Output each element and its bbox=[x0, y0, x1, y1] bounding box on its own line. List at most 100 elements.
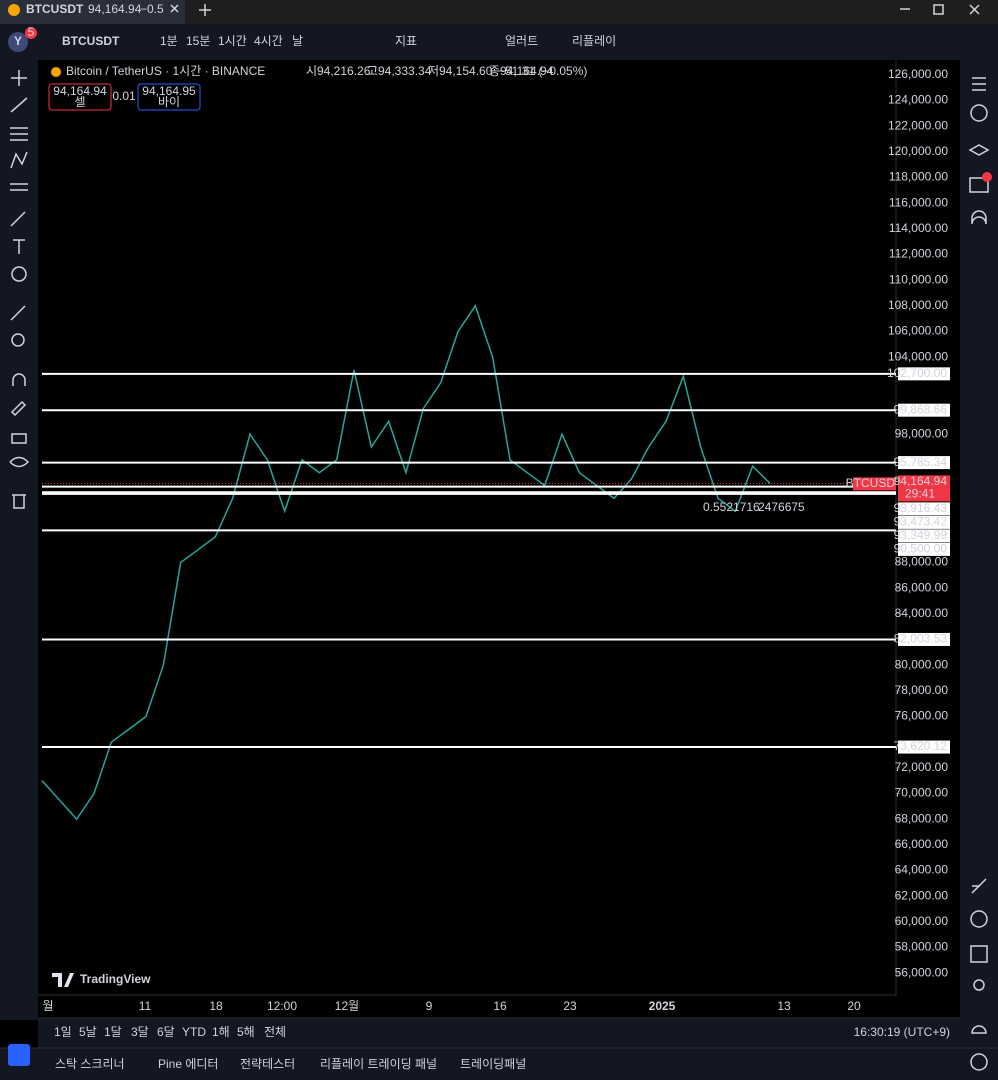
y-tick-label: 62,000.00 bbox=[895, 888, 949, 902]
y-tick-label: 64,000.00 bbox=[895, 863, 949, 877]
avatar-badge-count: 5 bbox=[28, 25, 35, 39]
y-tick-label: 68,000.00 bbox=[895, 811, 949, 825]
drawing-tools[interactable] bbox=[9, 70, 30, 509]
buy-price: 94,164.95 bbox=[142, 84, 196, 98]
range-button[interactable]: 6달 bbox=[157, 1025, 175, 1039]
avatar-badge bbox=[25, 27, 37, 39]
range-button[interactable]: 1일 bbox=[54, 1025, 72, 1039]
range-button[interactable]: 전체 bbox=[264, 1025, 286, 1039]
sidebar-icons[interactable] bbox=[968, 77, 990, 1071]
y-tick-label: 86,000.00 bbox=[895, 580, 949, 594]
interval-button[interactable]: 4시간 bbox=[254, 34, 283, 48]
y-tick-label: 118,000.00 bbox=[889, 170, 948, 184]
y-tick-label: 66,000.00 bbox=[895, 837, 949, 851]
y-tick-label: 58,000.00 bbox=[895, 940, 949, 954]
level-label-box bbox=[898, 740, 950, 754]
panel-tab[interactable]: 리플레이 트레이딩 패널 bbox=[320, 1057, 437, 1071]
x-tick-label: 2025 bbox=[649, 999, 676, 1013]
notification-badge bbox=[982, 172, 992, 182]
y-tick-label: 70,000.00 bbox=[895, 786, 949, 800]
clock: 16:30:19 (UTC+9) bbox=[854, 1025, 950, 1039]
interval-button[interactable]: 1분 bbox=[160, 34, 178, 48]
watermark-logo bbox=[52, 973, 74, 987]
watchlist-button[interactable] bbox=[8, 1044, 30, 1066]
range-button[interactable]: 1해 bbox=[212, 1025, 230, 1039]
panel-tab[interactable]: Pine 에디터 bbox=[158, 1057, 218, 1071]
current-price-box bbox=[898, 475, 950, 502]
sell-label: 셀 bbox=[74, 95, 85, 109]
level-label: 90,500.00 bbox=[894, 542, 948, 556]
tab-buttons[interactable] bbox=[170, 4, 211, 16]
level-label: 93,916.43 bbox=[894, 501, 948, 515]
panel-tab[interactable]: 트레이딩패널 bbox=[460, 1057, 526, 1071]
fib-label: 0.5521716 bbox=[703, 500, 760, 514]
x-tick-label: 13 bbox=[777, 999, 791, 1013]
right-sidebar bbox=[960, 60, 998, 1080]
range-button[interactable]: 5해 bbox=[237, 1025, 255, 1039]
x-tick-label: 12월 bbox=[335, 999, 359, 1013]
y-tick-label: 110,000.00 bbox=[889, 272, 948, 286]
interval-button[interactable]: 15분 bbox=[186, 34, 210, 48]
x-tick-label: 20 bbox=[847, 999, 861, 1013]
tab-icon bbox=[8, 4, 20, 16]
current-price-label: 94,164.94 bbox=[894, 474, 948, 488]
window-controls[interactable] bbox=[900, 4, 980, 15]
x-tick-label: 월 bbox=[42, 999, 53, 1013]
level-label: 95,785.34 bbox=[894, 455, 948, 469]
y-tick-label: 80,000.00 bbox=[895, 657, 949, 671]
level-label-box bbox=[898, 502, 950, 516]
symbol-logo bbox=[51, 67, 61, 77]
x-tick-label: 11 bbox=[139, 999, 152, 1013]
buy-button[interactable] bbox=[137, 83, 201, 111]
symbol-label-box bbox=[853, 477, 896, 491]
buy-label: 바이 bbox=[158, 95, 180, 109]
browser-tab[interactable] bbox=[0, 0, 185, 24]
interval-button[interactable]: 날 bbox=[292, 34, 303, 48]
y-tick-label: 112,000.00 bbox=[889, 247, 948, 261]
sell-price: 94,164.94 bbox=[53, 84, 107, 98]
level-label: 93,473.42 bbox=[894, 515, 948, 529]
x-tick-label: 12:00 bbox=[267, 999, 297, 1013]
y-tick-label: 104,000.00 bbox=[888, 349, 948, 363]
level-label-box bbox=[898, 367, 950, 381]
range-button[interactable]: 1달 bbox=[104, 1025, 122, 1039]
panel-tab[interactable]: 전략테스터 bbox=[240, 1057, 295, 1071]
level-label-box bbox=[898, 529, 950, 543]
range-button[interactable]: 5날 bbox=[79, 1025, 97, 1039]
x-tick-label: 16 bbox=[493, 999, 507, 1013]
range-button[interactable]: YTD bbox=[182, 1025, 206, 1039]
interval-button[interactable]: 1시간 bbox=[218, 34, 247, 48]
range-bar bbox=[38, 1018, 960, 1048]
x-tick-label: 9 bbox=[426, 999, 433, 1013]
left-toolbar bbox=[0, 60, 38, 1020]
sell-button[interactable] bbox=[48, 83, 112, 111]
indicators-button[interactable]: 지표 bbox=[395, 34, 417, 48]
ohlc-label: 고 bbox=[367, 64, 378, 78]
y-tick-label: 60,000.00 bbox=[895, 914, 949, 928]
ohlc-value: 94,216.26 bbox=[317, 64, 371, 78]
level-label: 99,868.66 bbox=[894, 402, 948, 416]
avatar[interactable] bbox=[8, 32, 28, 52]
y-tick-label: 106,000.00 bbox=[888, 324, 948, 338]
symbol-search[interactable]: BTCUSDT bbox=[62, 34, 120, 48]
tab-symbol: BTCUSDT bbox=[26, 2, 84, 16]
y-tick-label: 122,000.00 bbox=[888, 118, 948, 132]
price-line bbox=[41, 304, 771, 821]
y-tick-label: 84,000.00 bbox=[895, 606, 949, 620]
avatar-letter: Y bbox=[14, 34, 22, 48]
countdown-label: 29:41 bbox=[905, 487, 935, 501]
range-button[interactable]: 3달 bbox=[131, 1025, 149, 1039]
fib-label: 2476675 bbox=[758, 500, 805, 514]
legend-change: −51.31 (−0.05%) bbox=[498, 64, 587, 78]
y-tick-label: 126,000.00 bbox=[888, 67, 948, 81]
ohlc-value: 94,164.94 bbox=[500, 64, 554, 78]
y-tick-label: 108,000.00 bbox=[888, 298, 948, 312]
x-tick-label: 18 bbox=[209, 999, 223, 1013]
ohlc-value: 94,333.34 bbox=[378, 64, 432, 78]
replay-button[interactable]: 리플레이 bbox=[572, 34, 616, 48]
panel-tab[interactable]: 스탁 스크리너 bbox=[55, 1057, 125, 1071]
alert-button[interactable]: 얼러트 bbox=[505, 34, 538, 48]
symbol-label: BTCUSDT bbox=[846, 476, 903, 490]
